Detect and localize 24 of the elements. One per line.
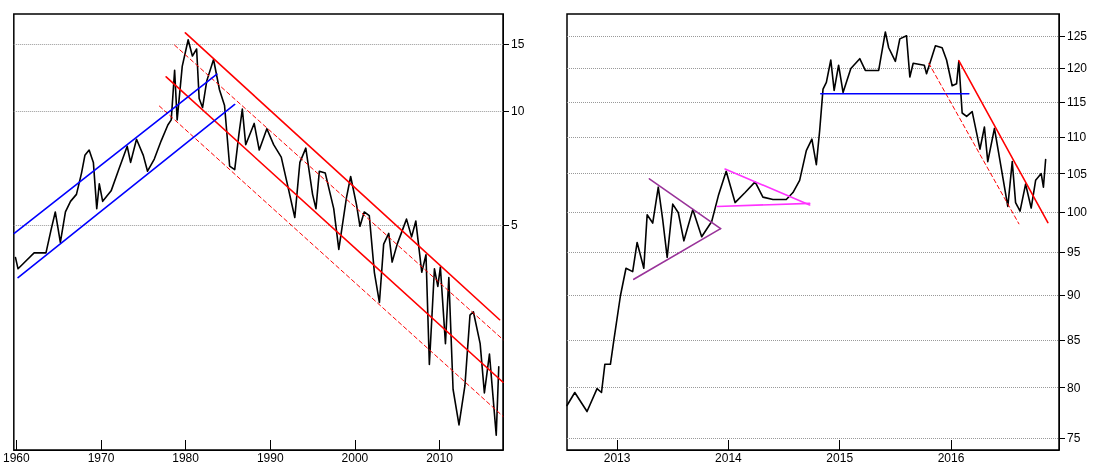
y-tick-label: 75 — [1067, 431, 1081, 446]
y-tick-label: 15 — [511, 37, 525, 52]
x-tick-label: 1980 — [172, 451, 200, 465]
y-tick-label: 125 — [1067, 29, 1088, 44]
x-tick-label: 2010 — [426, 451, 454, 465]
x-tick-label: 2014 — [715, 451, 743, 465]
y-tick-label: 5 — [511, 218, 518, 233]
y-tick-label: 120 — [1067, 61, 1088, 76]
y-tick-label: 10 — [511, 103, 525, 118]
x-tick-label: 1960 — [3, 451, 31, 465]
y-tick-label: 115 — [1067, 94, 1087, 109]
y-tick-label: 85 — [1067, 332, 1081, 347]
x-tick-label: 2013 — [603, 451, 631, 465]
x-tick-label: 2015 — [826, 451, 854, 465]
x-tick-label: 1990 — [256, 451, 284, 465]
y-tick-label: 80 — [1067, 380, 1081, 395]
y-tick-label: 95 — [1067, 245, 1081, 260]
y-tick-label: 105 — [1067, 166, 1088, 181]
y-tick-label: 110 — [1067, 129, 1087, 144]
y-tick-label: 90 — [1067, 287, 1081, 302]
x-tick-label: 2016 — [937, 451, 965, 465]
x-tick-label: 1970 — [87, 451, 115, 465]
y-tick-label: 100 — [1067, 204, 1088, 219]
x-tick-label: 2000 — [341, 451, 369, 465]
